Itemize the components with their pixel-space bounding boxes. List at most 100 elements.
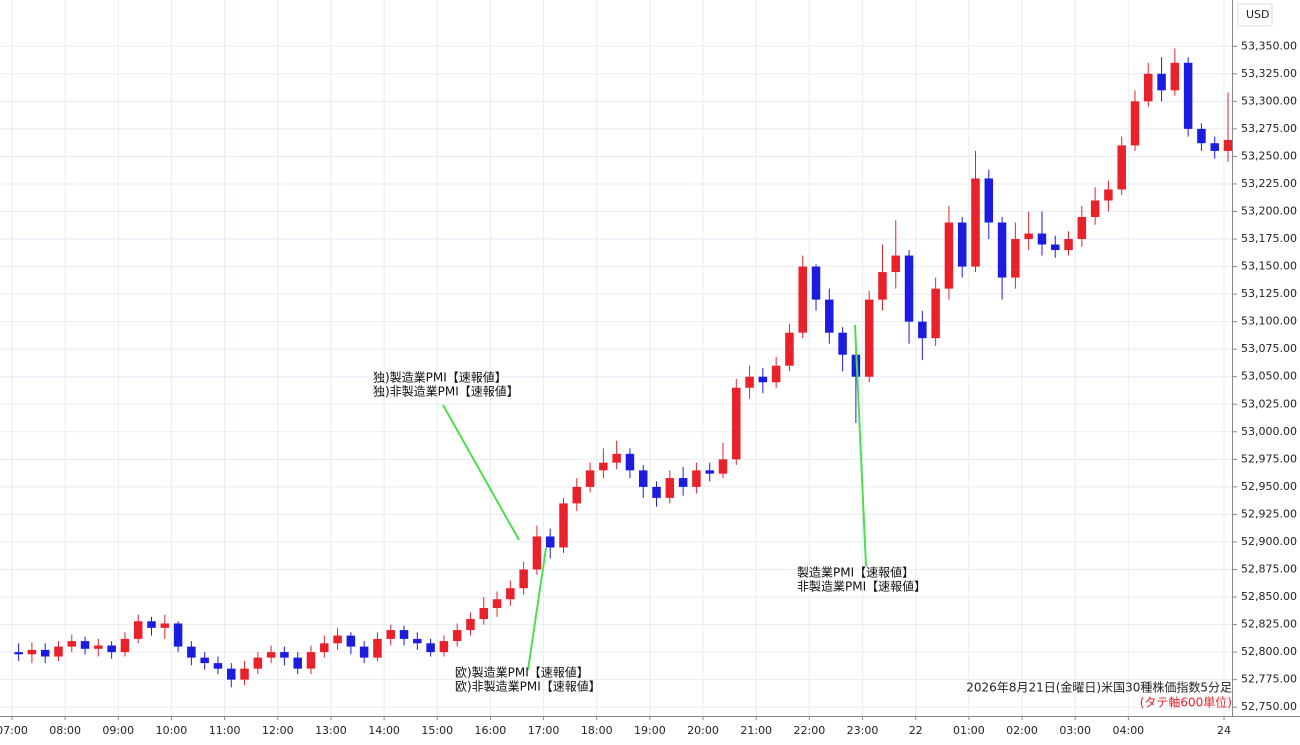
candle-body: [532, 536, 542, 570]
candle-body: [479, 608, 489, 620]
candle-body: [67, 641, 77, 647]
candle-body: [280, 652, 289, 658]
y-tick-label: 53,075.00: [1241, 342, 1297, 355]
x-tick-label: 20:00: [687, 724, 719, 737]
x-tick-label: 13:00: [315, 724, 347, 737]
y-tick-label: 53,325.00: [1241, 67, 1297, 80]
candle-body: [559, 503, 568, 548]
candle-body: [386, 630, 395, 639]
candle-body: [399, 630, 409, 639]
candle-body: [545, 536, 555, 548]
candle-body: [94, 645, 103, 649]
candle-body: [213, 663, 223, 669]
y-tick-label: 53,000.00: [1241, 425, 1297, 438]
candle-body: [758, 376, 768, 383]
annotation: 独)製造業PMI【速報値】: [373, 370, 507, 385]
candle-body: [200, 657, 209, 664]
x-tick-label: 10:00: [156, 724, 188, 737]
candle-body: [1170, 62, 1180, 91]
x-tick-label: 04:00: [1112, 724, 1144, 737]
candle-body: [1223, 139, 1233, 151]
candle-body: [226, 668, 236, 680]
candle-body: [678, 478, 688, 487]
candle-body: [984, 178, 994, 223]
candle-body: [1024, 233, 1033, 240]
y-tick-label: 53,200.00: [1241, 204, 1297, 217]
x-tick-label: 22:00: [794, 724, 826, 737]
candle-body: [333, 635, 342, 644]
x-tick-label: 16:00: [475, 724, 507, 737]
candle-body: [293, 657, 302, 669]
x-tick-label: 07:00: [0, 724, 28, 737]
y-tick-label: 53,100.00: [1241, 315, 1297, 328]
x-tick-label: 11:00: [209, 724, 241, 737]
candle-body: [1077, 217, 1087, 240]
candle-body: [54, 646, 63, 657]
y-tick-label: 52,900.00: [1241, 535, 1297, 548]
candle-body: [506, 588, 515, 600]
candle-body: [439, 641, 449, 653]
candle-body: [745, 376, 754, 388]
candle-body: [14, 652, 23, 655]
y-tick-label: 52,875.00: [1241, 562, 1297, 575]
x-tick-label: 09:00: [102, 724, 134, 737]
x-tick-label: 21:00: [740, 724, 772, 737]
y-tick-label: 52,750.00: [1241, 700, 1297, 713]
candle-body: [80, 641, 90, 649]
candle-body: [1183, 62, 1193, 129]
candle-body: [1144, 73, 1153, 102]
currency-box: [1237, 3, 1273, 27]
y-tick-label: 52,925.00: [1241, 507, 1297, 520]
candle-body: [240, 668, 249, 680]
x-tick-label: 18:00: [581, 724, 613, 737]
candle-body: [1210, 143, 1219, 151]
candle-body: [997, 222, 1007, 278]
candle-body: [1037, 233, 1047, 245]
candle-body: [266, 652, 276, 658]
candle-body: [864, 299, 874, 377]
candle-body: [771, 365, 781, 383]
candle-body: [359, 646, 369, 658]
candle-body: [27, 649, 37, 655]
axis-note: (タテ軸600単位): [1140, 695, 1232, 710]
y-tick-label: 52,850.00: [1241, 590, 1297, 603]
annotation-pointer: [854, 324, 867, 567]
candle-body: [1197, 128, 1206, 144]
candle-body: [1130, 101, 1140, 146]
candle-body: [1064, 239, 1073, 251]
candle-body: [838, 332, 847, 355]
candle-body: [931, 288, 940, 339]
candle-body: [585, 470, 595, 487]
candle-body: [705, 470, 714, 474]
y-tick-label: 52,800.00: [1241, 645, 1297, 658]
candle-body: [798, 266, 807, 333]
candle-body: [373, 638, 382, 658]
y-tick-label: 53,350.00: [1241, 39, 1297, 52]
candle-body: [718, 459, 728, 474]
candle-body: [638, 470, 648, 487]
candle-body: [133, 621, 143, 639]
candle-body: [413, 638, 422, 644]
candle-body: [599, 462, 608, 471]
candle-body: [944, 222, 954, 289]
candles: [14, 48, 1233, 688]
candle-body: [466, 619, 475, 631]
x-tick-label: 23:00: [847, 724, 879, 737]
y-tick-label: 52,975.00: [1241, 452, 1297, 465]
candle-body: [1157, 73, 1166, 91]
x-tick-label: 19:00: [634, 724, 666, 737]
y-tick-label: 53,250.00: [1241, 149, 1297, 162]
candle-body: [40, 649, 50, 657]
y-tick-label: 53,125.00: [1241, 287, 1297, 300]
candle-body: [665, 478, 675, 498]
candle-body: [1117, 145, 1126, 190]
y-tick-label: 53,050.00: [1241, 370, 1297, 383]
candle-body: [957, 222, 967, 267]
candle-body: [811, 266, 821, 300]
y-tick-label: 52,950.00: [1241, 480, 1297, 493]
candle-body: [107, 645, 116, 653]
candle-body: [918, 321, 927, 339]
x-tick-label: 02:00: [1006, 724, 1038, 737]
candle-body: [732, 387, 741, 460]
